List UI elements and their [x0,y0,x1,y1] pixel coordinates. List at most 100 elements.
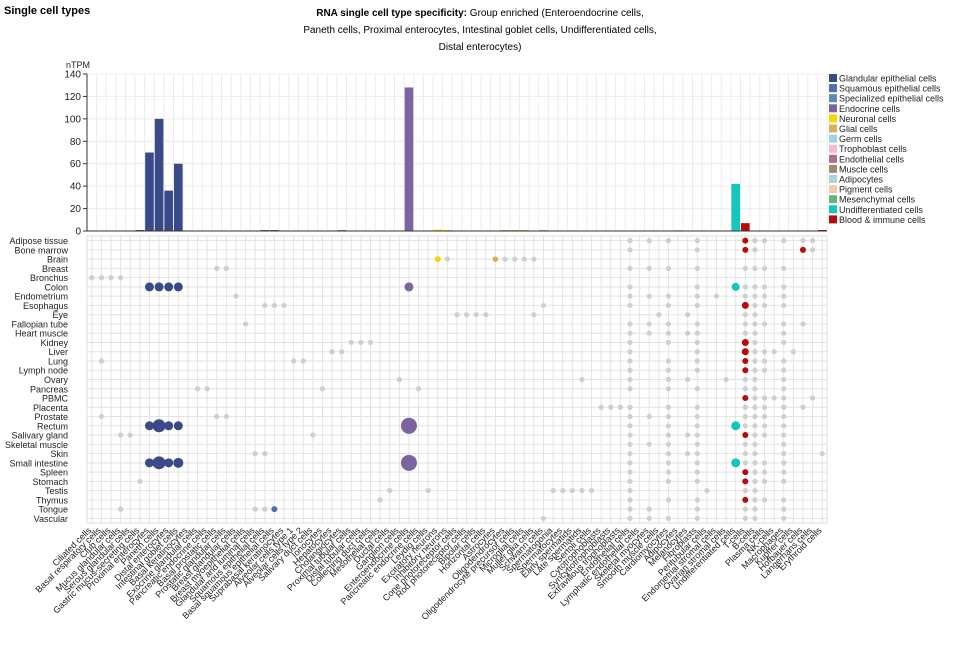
dot [752,349,758,355]
dot-highlight [173,282,183,292]
dot [194,386,201,392]
dot [694,330,700,336]
dot-highlight [164,421,174,431]
dot [665,386,672,392]
dot [627,423,633,429]
dot [752,312,758,318]
dot [665,450,672,457]
tissue-label: Bone marrow [14,245,68,255]
legend-swatch [829,134,837,143]
dot [358,339,364,346]
dot [425,487,431,494]
dot-highlight [400,454,417,471]
legend-swatch [829,195,837,204]
dot [771,395,777,401]
bar [164,190,173,231]
tissue-label: Lymph node [19,366,68,376]
dot [752,450,758,457]
dot [752,478,758,484]
dot [502,256,508,262]
dot [627,339,633,346]
dot [242,321,249,327]
dot-highlight [400,417,417,434]
legend-label: Squamous epithelial cells [839,84,941,94]
dot [742,441,748,447]
tissue-label: Spleen [40,468,68,478]
bar [741,223,750,231]
dot [214,265,220,272]
dot-highlight [404,282,414,292]
dot [752,302,758,309]
dot-highlight [164,458,174,468]
dot-highlight [434,256,441,263]
dot-highlight [742,469,749,476]
dot [781,302,787,309]
bar-grid [86,73,828,232]
dot [742,386,748,392]
dot [752,330,758,336]
dot [627,358,633,364]
dot [252,506,258,512]
dot [665,367,672,373]
dot [627,386,633,392]
dot [694,441,700,447]
dot [281,302,287,309]
legend-swatch [829,104,837,113]
dot [742,404,748,410]
dot [137,478,143,484]
dot [454,312,460,318]
dot [665,302,672,309]
dot-highlight [742,367,749,374]
y-tick-label: 100 [64,114,81,125]
dot-highlight [741,301,749,309]
dot [781,284,787,290]
dot [627,432,633,438]
dot [627,284,633,290]
dot [550,487,556,494]
tissue-label: Vascular [34,514,68,524]
tissue-label: Adipose tissue [9,236,68,246]
dot [396,376,402,383]
tissue-label: PBMC [42,394,69,404]
dot [98,358,105,364]
dot [742,321,748,327]
dot [752,293,758,299]
dot [694,367,700,373]
dot [781,367,787,373]
dot [646,238,652,244]
dot-highlight [492,256,499,262]
dot [694,478,700,484]
dot [665,478,672,484]
dot [415,386,422,392]
dot [685,376,691,383]
dot [752,358,758,364]
dot [752,413,758,420]
dot [627,497,633,503]
dot [752,487,758,494]
dot [262,450,268,457]
dot [742,376,748,383]
tissue-label: Thymus [36,495,69,505]
tissue-label: Stomach [32,477,68,487]
dot [761,284,768,290]
tissue-label: Bronchus [30,273,69,283]
dot [694,386,700,392]
dot [608,404,614,410]
dot [694,247,700,253]
dot [646,321,652,327]
dot [473,312,479,318]
dot-highlight [154,282,164,292]
dot-highlight [742,246,749,253]
legend-swatch [829,164,837,173]
dot [809,395,816,401]
dot [790,349,796,355]
dot [752,395,758,401]
dot [521,256,527,262]
dot [752,423,758,429]
dot [646,293,652,299]
dot [752,432,758,438]
dot [742,506,748,512]
